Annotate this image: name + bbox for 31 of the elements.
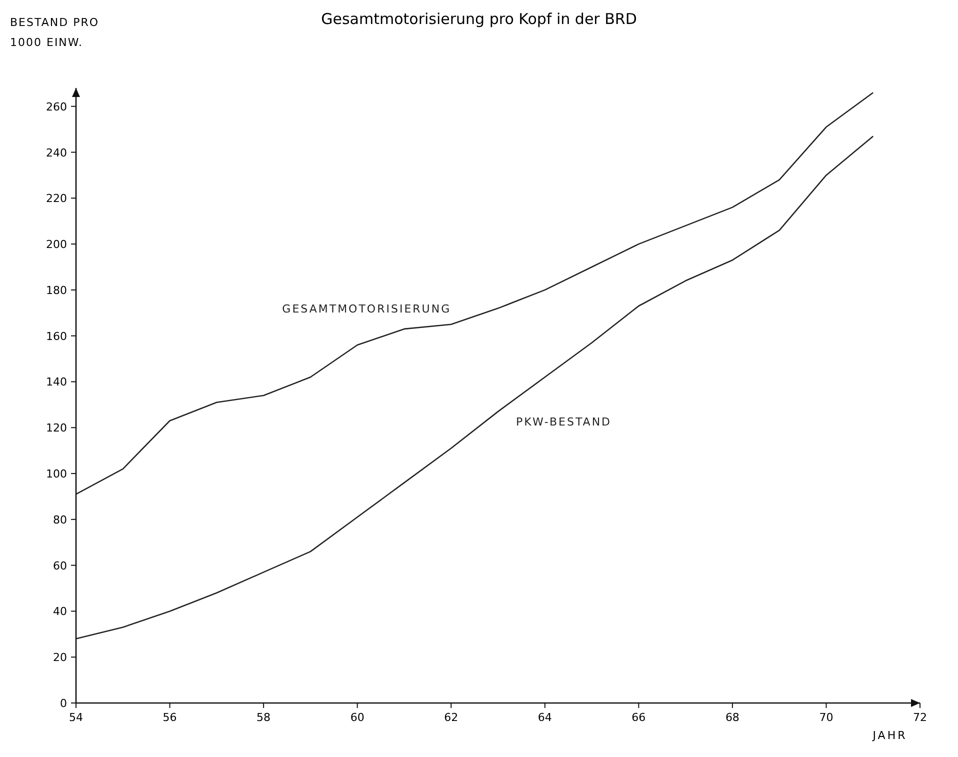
line-series [75,92,874,495]
y-tick-label: 260 [46,100,67,114]
line-series [75,136,874,640]
x-tick-label: 70 [819,711,834,724]
y-tick-label: 20 [53,651,67,664]
y-tick-label: 0 [60,697,67,710]
y-tick-label: 220 [46,192,67,206]
y-axis-title: BESTAND PRO 1000 EINW. [10,16,99,49]
series-label: GESAMTMOTORISIERUNG [282,302,452,316]
y-tick-label: 60 [53,559,67,572]
y-tick-label: 140 [46,376,67,389]
y-tick-label: 120 [46,422,67,435]
x-tick-label: 56 [162,711,177,724]
x-tick-label: 62 [444,711,458,724]
x-tick-label: 58 [256,711,271,724]
x-tick-label: 64 [538,711,552,724]
x-tick-label: 60 [350,711,364,724]
y-tick-label: 100 [46,468,67,481]
y-tick-label: 160 [46,330,67,343]
x-axis-title: JAHR [872,729,908,742]
y-tick-label: 180 [46,284,67,297]
y-tick-label: 40 [53,605,67,618]
series-label: PKW-BESTAND [516,416,612,429]
x-tick-label: 54 [69,711,83,724]
y-tick-label: 240 [46,146,67,160]
x-tick-label: 72 [913,711,927,724]
y-tick-label: 80 [53,513,67,526]
y-tick-label: 200 [46,238,67,252]
x-tick-label: 68 [725,711,740,724]
chart-title: Gesamtmotorisierung pro Kopf in der BRD [321,10,637,28]
x-tick-label: 66 [632,711,646,724]
